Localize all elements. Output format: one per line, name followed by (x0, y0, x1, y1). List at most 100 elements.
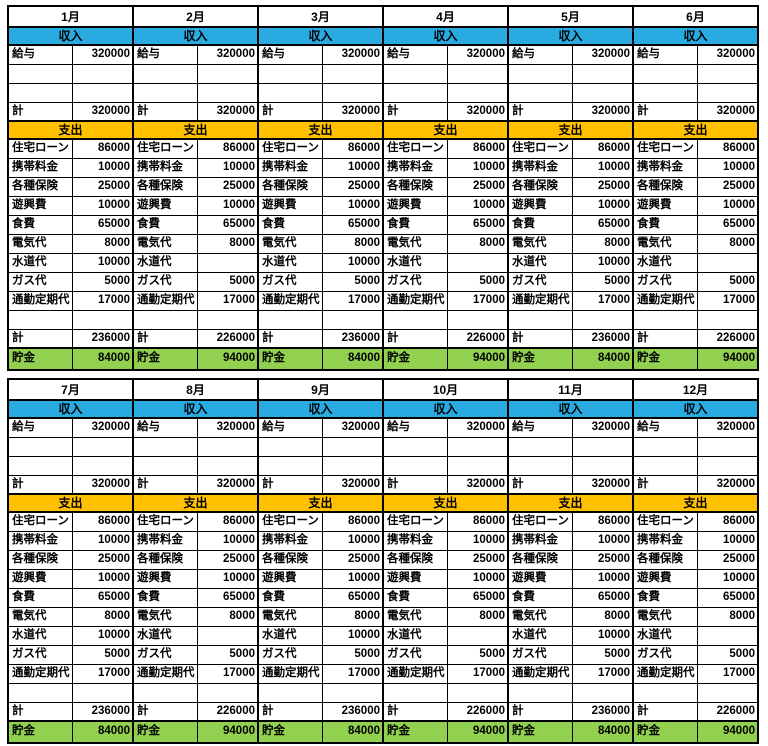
row-value[interactable]: 5000 (354, 275, 380, 288)
row-label[interactable]: 各種保険 (384, 178, 448, 196)
row-value[interactable] (323, 65, 382, 83)
row-value[interactable]: 320000 (216, 104, 255, 117)
row-label[interactable]: 食費 (134, 216, 198, 234)
row-value[interactable] (698, 84, 757, 102)
row-label[interactable]: 携帯料金 (9, 532, 73, 550)
row-label[interactable]: ガス代 (259, 273, 323, 291)
row-value[interactable]: 320000 (91, 421, 130, 434)
row-label[interactable]: 水道代 (509, 254, 573, 272)
row-label[interactable]: 住宅ローン (634, 513, 698, 531)
row-value[interactable]: 17000 (473, 667, 505, 680)
row-label[interactable]: 給与 (9, 46, 73, 64)
row-value[interactable] (448, 311, 507, 329)
row-value[interactable]: 25000 (598, 180, 630, 193)
row-label[interactable]: 計 (509, 103, 573, 120)
row-label[interactable]: 住宅ローン (509, 140, 573, 158)
month-header[interactable]: 8月 (134, 380, 257, 401)
row-value[interactable]: 86000 (473, 515, 505, 528)
income-band[interactable]: 収入 (384, 28, 507, 46)
row-value[interactable]: 25000 (473, 180, 505, 193)
row-label[interactable] (259, 684, 323, 702)
row-value[interactable]: 8000 (354, 610, 380, 623)
row-value[interactable]: 236000 (591, 331, 630, 344)
row-value[interactable]: 10000 (348, 161, 380, 174)
row-value[interactable]: 8000 (104, 610, 130, 623)
row-value[interactable]: 86000 (223, 515, 255, 528)
row-value[interactable]: 65000 (598, 591, 630, 604)
row-label[interactable]: 通勤定期代 (509, 665, 573, 683)
row-label[interactable] (509, 684, 573, 702)
row-value[interactable] (573, 684, 632, 702)
row-label[interactable]: 水道代 (9, 627, 73, 645)
row-label[interactable]: 電気代 (134, 608, 198, 626)
row-label[interactable]: 水道代 (134, 627, 198, 645)
row-label[interactable]: 給与 (259, 46, 323, 64)
row-label[interactable]: 住宅ローン (384, 140, 448, 158)
row-label[interactable]: 給与 (134, 46, 198, 64)
row-value[interactable]: 17000 (98, 667, 130, 680)
row-label[interactable] (9, 438, 73, 456)
expense-band[interactable]: 支出 (509, 495, 632, 513)
row-label[interactable] (134, 457, 198, 475)
row-label[interactable]: 電気代 (384, 235, 448, 253)
row-value[interactable] (198, 457, 257, 475)
row-label[interactable]: 貯金 (134, 349, 198, 369)
row-label[interactable]: 通勤定期代 (134, 665, 198, 683)
row-value[interactable]: 25000 (98, 553, 130, 566)
row-value[interactable]: 320000 (91, 477, 130, 490)
row-value[interactable]: 320000 (466, 477, 505, 490)
row-label[interactable]: 住宅ローン (634, 140, 698, 158)
row-label[interactable]: 食費 (259, 589, 323, 607)
row-value[interactable]: 320000 (341, 421, 380, 434)
row-value[interactable]: 10000 (723, 534, 755, 547)
row-label[interactable]: 計 (259, 103, 323, 120)
row-label[interactable]: ガス代 (634, 273, 698, 291)
row-label[interactable]: 給与 (384, 419, 448, 437)
row-value[interactable]: 320000 (91, 104, 130, 117)
row-label[interactable]: 電気代 (509, 608, 573, 626)
row-label[interactable]: 携帯料金 (134, 159, 198, 177)
row-value[interactable]: 226000 (216, 331, 255, 344)
row-label[interactable]: 計 (9, 103, 73, 120)
row-label[interactable]: ガス代 (9, 273, 73, 291)
row-label[interactable]: 食費 (134, 589, 198, 607)
row-label[interactable]: 電気代 (509, 235, 573, 253)
row-value[interactable]: 320000 (341, 48, 380, 61)
row-value[interactable]: 10000 (473, 199, 505, 212)
row-value[interactable] (573, 84, 632, 102)
row-value[interactable]: 65000 (723, 218, 755, 231)
row-value[interactable] (323, 311, 382, 329)
row-label[interactable]: 遊興費 (134, 197, 198, 215)
row-label[interactable] (384, 438, 448, 456)
row-value[interactable]: 8000 (729, 237, 755, 250)
row-value[interactable]: 8000 (229, 610, 255, 623)
row-value[interactable]: 17000 (348, 667, 380, 680)
row-value[interactable] (698, 311, 757, 329)
row-value[interactable]: 5000 (104, 275, 130, 288)
row-value[interactable]: 10000 (598, 199, 630, 212)
row-label[interactable]: 計 (134, 103, 198, 120)
row-value[interactable]: 5000 (479, 275, 505, 288)
row-label[interactable]: 計 (509, 703, 573, 720)
row-label[interactable]: 計 (509, 476, 573, 493)
row-value[interactable]: 226000 (216, 704, 255, 717)
row-label[interactable]: 通勤定期代 (634, 665, 698, 683)
row-label[interactable] (259, 438, 323, 456)
row-value[interactable] (198, 684, 257, 702)
row-label[interactable]: 携帯料金 (259, 532, 323, 550)
income-band[interactable]: 収入 (509, 28, 632, 46)
row-label[interactable]: 計 (134, 330, 198, 347)
row-value[interactable]: 320000 (591, 104, 630, 117)
row-label[interactable] (384, 65, 448, 83)
row-value[interactable] (323, 684, 382, 702)
row-label[interactable] (509, 65, 573, 83)
row-label[interactable]: 給与 (134, 419, 198, 437)
row-value[interactable] (73, 311, 132, 329)
row-value[interactable] (448, 627, 507, 645)
row-label[interactable]: 各種保険 (509, 178, 573, 196)
row-label[interactable]: 計 (634, 703, 698, 720)
expense-band[interactable]: 支出 (384, 122, 507, 140)
month-header[interactable]: 2月 (134, 7, 257, 28)
row-label[interactable]: 貯金 (384, 349, 448, 369)
row-value[interactable] (448, 65, 507, 83)
